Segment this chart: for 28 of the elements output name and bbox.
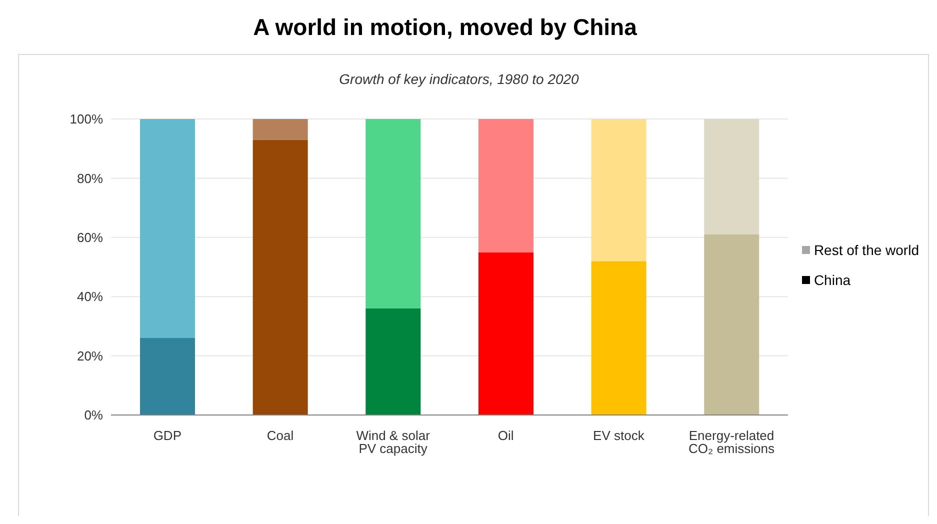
bar bbox=[591, 261, 646, 415]
y-tick-label: 100% bbox=[70, 112, 104, 127]
bar bbox=[366, 308, 421, 415]
bar bbox=[140, 338, 195, 415]
x-tick-label: EV stock bbox=[593, 428, 645, 444]
bar bbox=[478, 252, 534, 415]
bar bbox=[704, 234, 760, 415]
x-tick-label: Coal bbox=[266, 428, 294, 444]
text: China bbox=[814, 272, 851, 288]
y-tick-label: 40% bbox=[76, 289, 104, 304]
x-tick-label: Oil bbox=[498, 428, 514, 444]
y-tick-label: 20% bbox=[76, 348, 104, 364]
y-tick-label: 0% bbox=[84, 408, 104, 423]
x-tick-label: Wind & solar PV capacity bbox=[356, 428, 431, 456]
x-tick-label: Energy-related CO₂ emissions bbox=[688, 428, 775, 456]
bar bbox=[704, 119, 760, 234]
bar bbox=[140, 119, 195, 338]
bar bbox=[591, 119, 646, 262]
bar bbox=[478, 119, 534, 252]
text: Rest of the world bbox=[814, 242, 919, 258]
bar bbox=[252, 140, 308, 415]
y-tick-label: 80% bbox=[76, 170, 104, 186]
chart-title: A world in motion, moved by China bbox=[252, 14, 638, 41]
y-tick-label: 60% bbox=[76, 230, 104, 246]
chart-subtitle: Growth of key indicators, 1980 to 2020 bbox=[338, 71, 580, 87]
bar bbox=[252, 119, 308, 140]
x-tick-label: GDP bbox=[153, 428, 182, 444]
bar bbox=[366, 119, 421, 308]
